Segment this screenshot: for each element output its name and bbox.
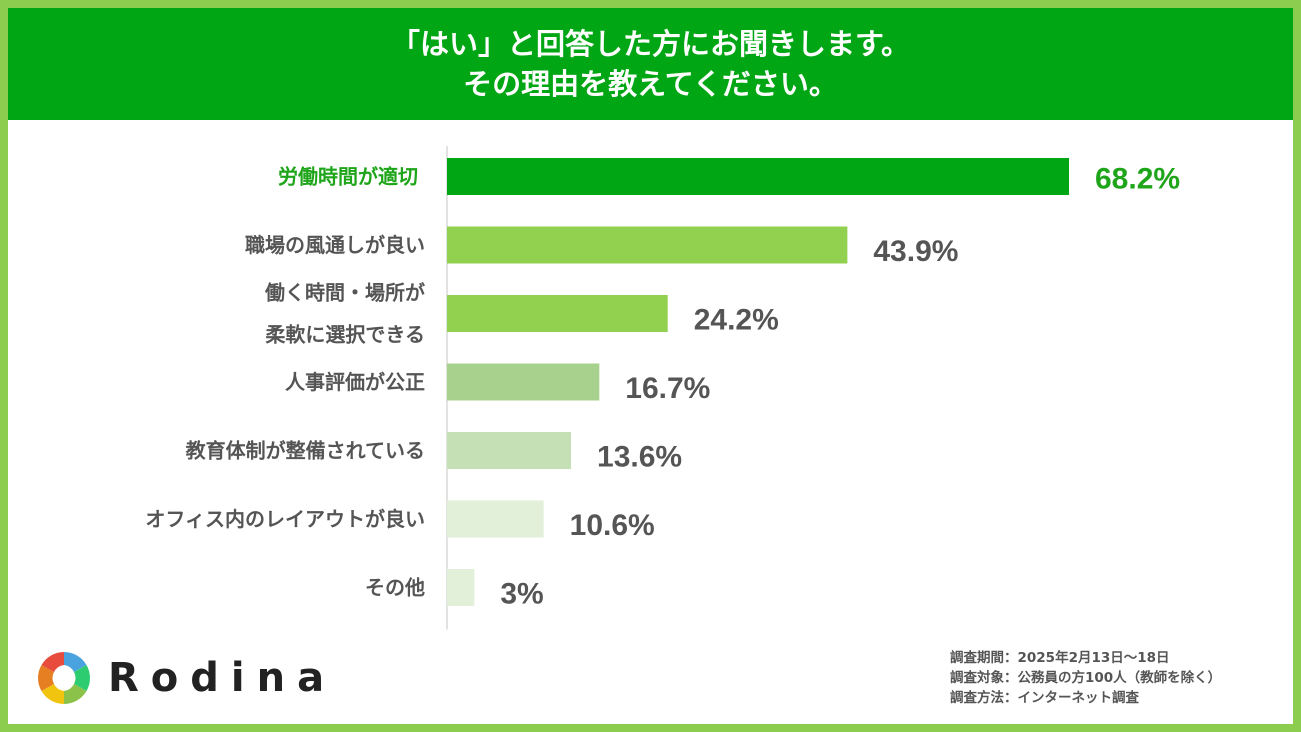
bar xyxy=(447,432,572,469)
value-label: 68.2% xyxy=(1095,163,1180,196)
bar-chart: 68.2% 労働時間が適切 43.9% 職場の風通しが良い 24.2% 働く時間・場所が柔… xyxy=(145,146,1180,630)
value-label: 10.6% xyxy=(570,509,655,542)
category-label: 労働時間が適切 xyxy=(278,165,418,189)
header-line-2: その理由を教えてください。 xyxy=(463,67,838,101)
value-label: 3% xyxy=(500,578,543,611)
logo-text: Rodina xyxy=(108,655,337,701)
value-label: 43.9% xyxy=(873,235,958,268)
category-label: その他 xyxy=(365,576,425,600)
category-label: 人事評価が公正 xyxy=(285,370,425,394)
survey-period: 調査期間：2025年2月13日〜18日 xyxy=(950,650,1170,666)
category-label: オフィス内のレイアウトが良い xyxy=(145,507,425,531)
bar xyxy=(447,363,600,401)
survey-target: 調査対象：公務員の方100人（教師を除く） xyxy=(950,670,1222,686)
category-label: 教育体制が整備されている xyxy=(186,439,425,463)
chart-header: 「はい」と回答した方にお聞きします。 その理由を教えてください。 xyxy=(8,8,1293,120)
bar xyxy=(447,569,475,606)
category-label: 職場の風通しが良い xyxy=(245,233,425,257)
value-label: 16.7% xyxy=(625,372,710,405)
value-label: 13.6% xyxy=(597,441,682,474)
chart-panel: 「はい」と回答した方にお聞きします。 その理由を教えてください。 68.2% 労働… xyxy=(8,8,1293,724)
bar xyxy=(447,158,1069,195)
survey-notes: 調査期間：2025年2月13日〜18日 調査対象：公務員の方100人（教師を除く… xyxy=(950,648,1221,708)
category-label: 働く時間・場所が xyxy=(264,281,425,305)
category-label: 柔軟に選択できる xyxy=(265,323,425,347)
brand-logo: Rodina xyxy=(36,650,336,706)
value-label: 24.2% xyxy=(694,304,779,337)
survey-method: 調査方法：インターネット調査 xyxy=(950,690,1139,706)
bar xyxy=(447,295,668,332)
bar xyxy=(447,226,848,264)
bar xyxy=(447,500,544,538)
header-line-1: 「はい」と回答した方にお聞きします。 xyxy=(390,27,911,61)
aperture-logo-icon xyxy=(38,652,90,704)
